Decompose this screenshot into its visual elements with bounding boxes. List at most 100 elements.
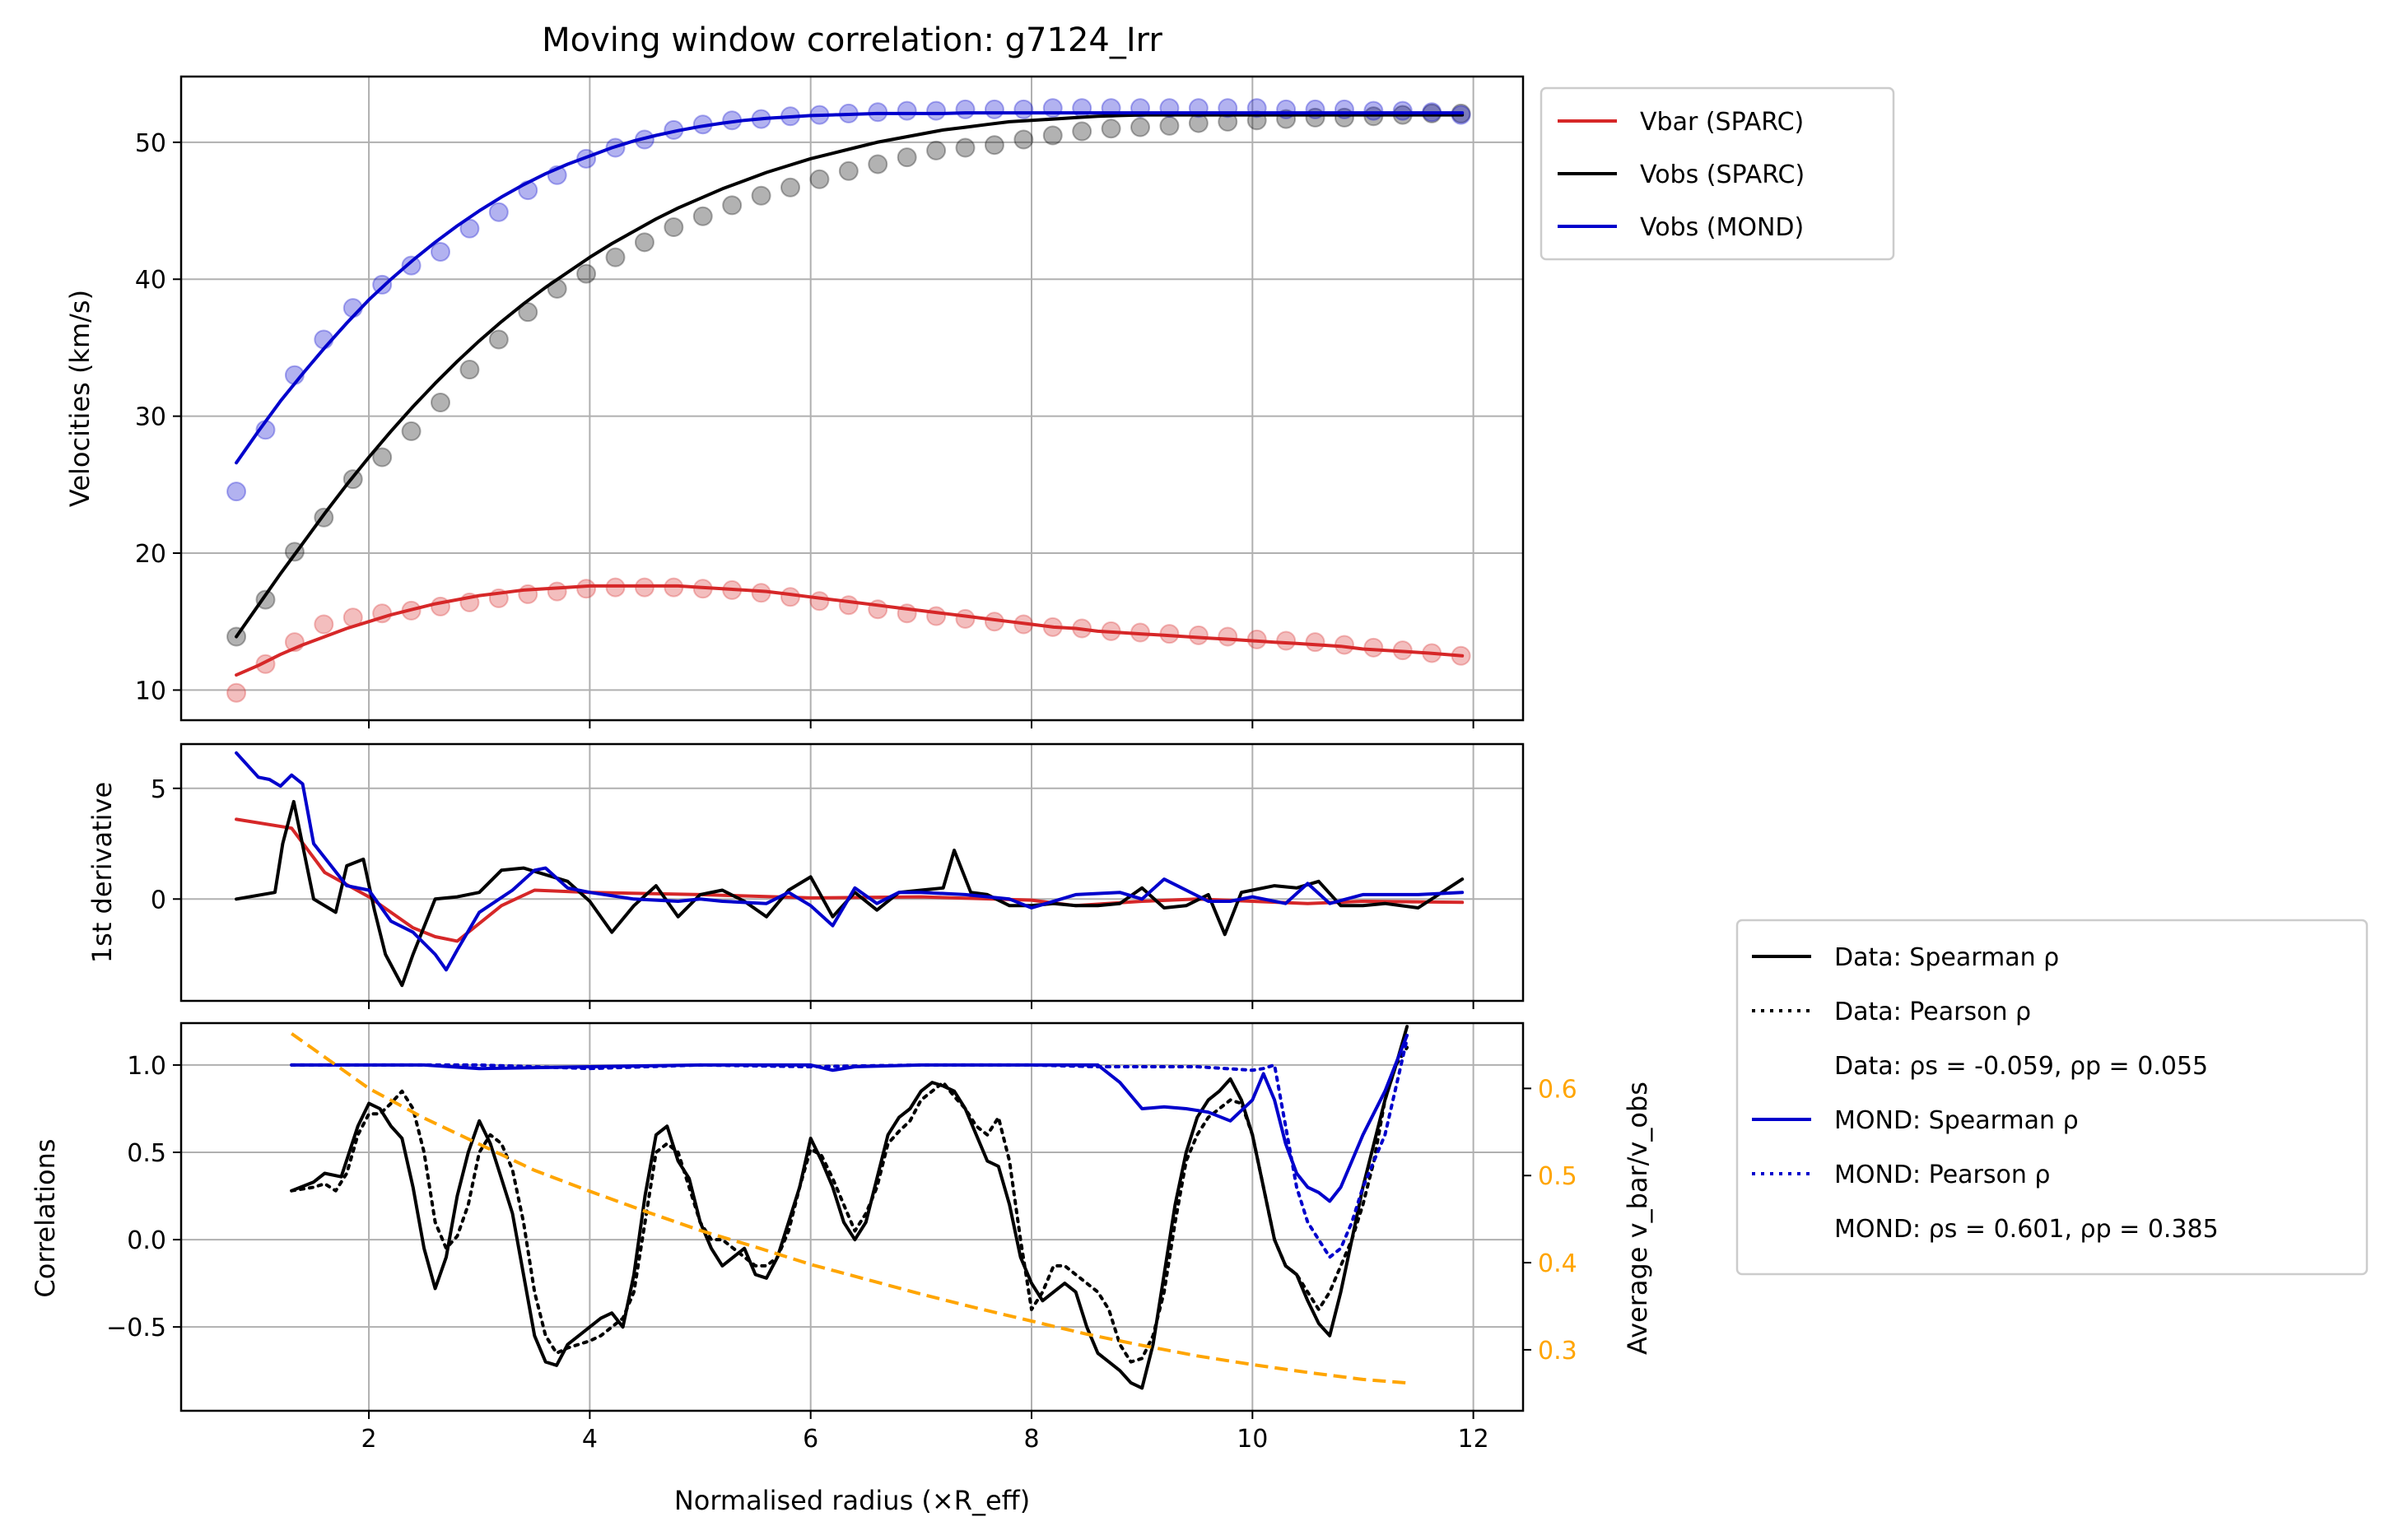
legend-label: MOND: Pearson ρ [1834,1161,2050,1189]
data-point [459,360,480,380]
y-tick-label: 0.0 [127,1226,166,1255]
data-point [576,579,597,599]
y-tick-label: 0.5 [127,1139,166,1168]
data-point [1042,125,1063,146]
chart-title: Moving window correlation: g7124_Irr [542,21,1162,59]
data-point [1305,632,1325,653]
data-point [751,185,771,206]
ratio-line [291,1032,1408,1385]
data-point [897,147,917,168]
right-tick-label: 0.4 [1538,1249,1577,1278]
x-tick-label: 6 [803,1425,818,1454]
derivative-axes-frame [179,742,1525,1003]
data-point [547,581,567,602]
data-point [838,161,859,181]
data-point [664,217,684,238]
data-point [868,154,888,174]
y-tick-label: 5 [151,775,166,804]
data-point [984,135,1004,156]
data-point [955,99,976,119]
legend-label: Data: Spearman ρ [1834,943,2059,972]
legend-label: MOND: ρs = 0.601, ρp = 0.385 [1834,1215,2219,1244]
x-tick-label: 10 [1237,1425,1268,1454]
x-axis-label: Normalised radius (×R_eff) [674,1485,1030,1516]
series-line [235,111,1465,465]
y-tick-label: 1.0 [127,1052,166,1081]
legend-label: Data: ρs = -0.059, ρp = 0.055 [1834,1052,2208,1081]
ratio-y-ticks-right: 0.3 0.4 0.5 0.6 [1523,1075,1577,1366]
data-point [1276,630,1297,651]
correlation-marks [290,1025,1409,1390]
data-point [430,241,450,262]
velocity-grid [181,77,1523,728]
data-point [984,99,1004,119]
y-tick-label: 20 [135,540,166,569]
data-point [692,206,713,226]
legend-label: Vobs (SPARC) [1640,161,1805,189]
data-point [1159,115,1180,136]
velocity-marks [226,98,1471,703]
data-point [1188,625,1209,645]
series-line [235,113,1465,639]
velocity-y-label: Velocities (km/s) [64,290,95,507]
data-point [897,100,917,121]
data-point [955,137,976,158]
data-point [605,247,626,268]
data-point [226,682,247,703]
data-point [401,421,422,441]
data-point [314,614,334,635]
series-line [290,1045,1409,1364]
data-point [576,263,597,284]
y-tick-label: 40 [135,266,166,295]
legend-correlations: Data: Spearman ρ Data: Pearson ρ Data: ρs … [1735,919,2369,1276]
data-point [488,329,509,350]
correlation-grid [181,1023,1523,1419]
data-point [1013,129,1034,150]
derivative-grid [181,744,1523,1009]
series-line [290,1037,1409,1259]
right-tick-label: 0.3 [1538,1337,1577,1366]
derivative-y-ticks: 05 [151,775,181,914]
data-point [955,608,976,629]
data-point [780,587,801,607]
y-tick-label: 50 [135,129,166,158]
data-point [518,302,538,323]
correlation-axes-frame [179,1021,1525,1412]
data-point [809,591,830,612]
data-point [226,482,247,502]
velocity-axes-frame [179,75,1525,722]
data-point [722,195,743,216]
velocity-y-ticks: 10 20 30 40 50 [135,129,181,705]
legend-label: Data: Pearson ρ [1834,998,2031,1026]
x-tick-label: 8 [1023,1425,1039,1454]
data-point [1101,119,1121,139]
series-line [235,584,1465,677]
legend-label: MOND: Spearman ρ [1834,1106,2079,1135]
data-point [1072,121,1092,142]
data-point [809,169,830,189]
legend-label: Vobs (MOND) [1640,213,1804,242]
series-line [235,799,1465,988]
data-point [926,606,947,626]
legend-label: Vbar (SPARC) [1640,108,1804,137]
data-point [1218,626,1238,647]
data-point [430,392,450,412]
data-point [926,100,947,121]
series-line [235,751,1465,972]
data-point [372,447,393,468]
y-tick-label: −0.5 [106,1314,166,1342]
data-point [459,218,480,239]
legend-velocities: Vbar (SPARC) Vobs (SPARC) Vobs (MOND) [1540,86,1895,261]
y-tick-label: 10 [135,677,166,705]
right-tick-label: 0.6 [1538,1075,1577,1104]
data-point [634,232,654,253]
derivative-marks [235,751,1465,988]
right-tick-label: 0.5 [1538,1162,1577,1191]
data-point [1130,117,1151,137]
correlation-y-label: Correlations [30,1138,61,1297]
x-tick-label: 2 [361,1425,377,1454]
correlation-y-ticks: −0.5 0.0 0.5 1.0 [106,1052,181,1342]
derivative-y-label: 1st derivative [86,782,118,963]
series-line [290,1025,1409,1390]
